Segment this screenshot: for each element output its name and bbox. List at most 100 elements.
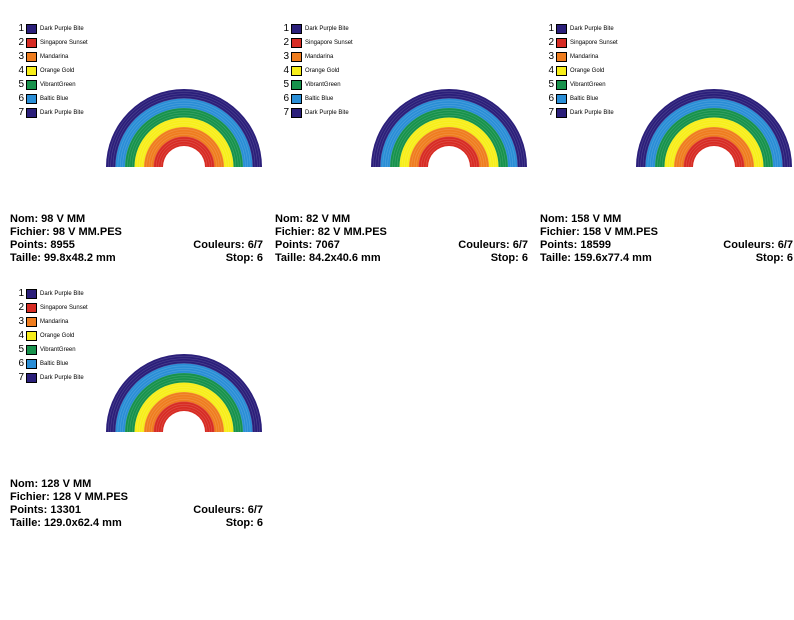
legend-color-name: Baltic Blue bbox=[40, 361, 69, 367]
design-file-line: Fichier: 98 V MM.PES bbox=[10, 226, 122, 238]
points-colors-line: Points: 7067 Couleurs: 6/7 bbox=[275, 239, 528, 251]
legend-row: 5 VibrantGreen bbox=[544, 78, 618, 92]
design-points: 18599 bbox=[580, 239, 611, 251]
design-name: 158 V MM bbox=[571, 213, 622, 225]
legend-row: 2 Singapore Sunset bbox=[279, 36, 353, 50]
design-info: Nom: 98 V MM Fichier: 98 V MM.PES Points… bbox=[10, 213, 263, 265]
color-swatch bbox=[556, 66, 567, 76]
color-swatch bbox=[26, 345, 37, 355]
rainbow-center bbox=[428, 146, 470, 167]
legend-row: 1 Dark Purple Bite bbox=[279, 22, 353, 36]
legend-number: 6 bbox=[283, 93, 289, 104]
design-info: Nom: 128 V MM Fichier: 128 V MM.PES Poin… bbox=[10, 478, 263, 530]
color-swatch bbox=[26, 24, 37, 34]
legend-number: 1 bbox=[283, 23, 289, 34]
legend-number: 7 bbox=[18, 372, 24, 383]
legend-number: 7 bbox=[18, 107, 24, 118]
legend-color-name: VibrantGreen bbox=[305, 82, 341, 88]
legend-number: 5 bbox=[548, 79, 554, 90]
design-colors: 6/7 bbox=[247, 239, 263, 251]
legend-color-name: Dark Purple Bite bbox=[40, 375, 84, 381]
legend-row: 7 Dark Purple Bite bbox=[14, 106, 88, 120]
legend-number: 2 bbox=[283, 37, 289, 48]
legend-color-name: Baltic Blue bbox=[40, 96, 69, 102]
design-points: 13301 bbox=[50, 504, 81, 516]
color-swatch bbox=[291, 66, 302, 76]
design-file-line: Fichier: 158 V MM.PES bbox=[540, 226, 658, 238]
color-swatch bbox=[26, 108, 37, 118]
legend-row: 7 Dark Purple Bite bbox=[279, 106, 353, 120]
legend-row: 2 Singapore Sunset bbox=[14, 36, 88, 50]
rainbow-embroidery-image bbox=[636, 89, 792, 167]
design-info: Nom: 82 V MM Fichier: 82 V MM.PES Points… bbox=[275, 213, 528, 265]
legend-number: 5 bbox=[283, 79, 289, 90]
size-stop-line: Taille: 99.8x48.2 mm Stop: 6 bbox=[10, 252, 263, 264]
legend-number: 1 bbox=[548, 23, 554, 34]
design-info: Nom: 158 V MM Fichier: 158 V MM.PES Poin… bbox=[540, 213, 793, 265]
legend-color-name: Mandarina bbox=[305, 54, 334, 60]
legend-color-name: Dark Purple Bite bbox=[305, 110, 349, 116]
rainbow-center bbox=[163, 411, 205, 432]
legend-number: 4 bbox=[548, 65, 554, 76]
legend-number: 2 bbox=[548, 37, 554, 48]
size-stop-line: Taille: 159.6x77.4 mm Stop: 6 bbox=[540, 252, 793, 264]
design-size: 84.2x40.6 mm bbox=[309, 252, 381, 264]
points-colors-line: Points: 8955 Couleurs: 6/7 bbox=[10, 239, 263, 251]
legend-color-name: Dark Purple Bite bbox=[570, 110, 614, 116]
legend-row: 5 VibrantGreen bbox=[14, 343, 88, 357]
design-card: 1 Dark Purple Bite 2 Singapore Sunset 3 … bbox=[10, 18, 263, 268]
legend-row: 2 Singapore Sunset bbox=[544, 36, 618, 50]
color-swatch bbox=[26, 373, 37, 383]
legend-color-name: VibrantGreen bbox=[570, 82, 606, 88]
color-swatch bbox=[556, 94, 567, 104]
legend-row: 6 Baltic Blue bbox=[14, 92, 88, 106]
size-stop-line: Taille: 129.0x62.4 mm Stop: 6 bbox=[10, 517, 263, 529]
design-size: 129.0x62.4 mm bbox=[44, 517, 122, 529]
legend-color-name: Dark Purple Bite bbox=[40, 291, 84, 297]
legend-color-name: Mandarina bbox=[40, 54, 69, 60]
points-colors-line: Points: 18599 Couleurs: 6/7 bbox=[540, 239, 793, 251]
design-stops: 6 bbox=[256, 517, 263, 529]
legend-row: 1 Dark Purple Bite bbox=[544, 22, 618, 36]
color-swatch bbox=[26, 317, 37, 327]
legend-row: 1 Dark Purple Bite bbox=[14, 287, 88, 301]
design-name: 82 V MM bbox=[306, 213, 351, 225]
color-swatch bbox=[291, 108, 302, 118]
legend-row: 5 VibrantGreen bbox=[279, 78, 353, 92]
design-file: 128 V MM.PES bbox=[52, 491, 128, 503]
color-swatch bbox=[26, 52, 37, 62]
legend-row: 1 Dark Purple Bite bbox=[14, 22, 88, 36]
rainbow-center bbox=[163, 146, 205, 167]
design-name-line: Nom: 82 V MM bbox=[275, 213, 351, 225]
color-swatch bbox=[291, 94, 302, 104]
legend-number: 6 bbox=[18, 93, 24, 104]
color-legend: 1 Dark Purple Bite 2 Singapore Sunset 3 … bbox=[279, 22, 353, 120]
design-file: 158 V MM.PES bbox=[582, 226, 658, 238]
color-swatch bbox=[556, 80, 567, 90]
rainbow-embroidery-image bbox=[106, 354, 262, 432]
color-swatch bbox=[291, 24, 302, 34]
legend-number: 1 bbox=[18, 288, 24, 299]
legend-row: 6 Baltic Blue bbox=[544, 92, 618, 106]
design-card: 1 Dark Purple Bite 2 Singapore Sunset 3 … bbox=[275, 18, 528, 268]
design-points: 7067 bbox=[315, 239, 340, 251]
design-name: 128 V MM bbox=[41, 478, 92, 490]
legend-row: 6 Baltic Blue bbox=[279, 92, 353, 106]
legend-number: 2 bbox=[18, 302, 24, 313]
legend-color-name: Orange Gold bbox=[40, 333, 75, 339]
color-swatch bbox=[26, 94, 37, 104]
design-colors: 6/7 bbox=[247, 504, 263, 516]
legend-color-name: VibrantGreen bbox=[40, 347, 76, 353]
design-stops: 6 bbox=[256, 252, 263, 264]
color-swatch bbox=[291, 80, 302, 90]
legend-number: 3 bbox=[548, 51, 554, 62]
color-swatch bbox=[26, 303, 37, 313]
color-swatch bbox=[291, 38, 302, 48]
color-swatch bbox=[556, 24, 567, 34]
rainbow-center bbox=[693, 146, 735, 167]
legend-color-name: Dark Purple Bite bbox=[305, 26, 349, 32]
design-name-line: Nom: 158 V MM bbox=[540, 213, 622, 225]
legend-row: 6 Baltic Blue bbox=[14, 357, 88, 371]
legend-number: 4 bbox=[283, 65, 289, 76]
legend-color-name: Singapore Sunset bbox=[40, 305, 88, 311]
